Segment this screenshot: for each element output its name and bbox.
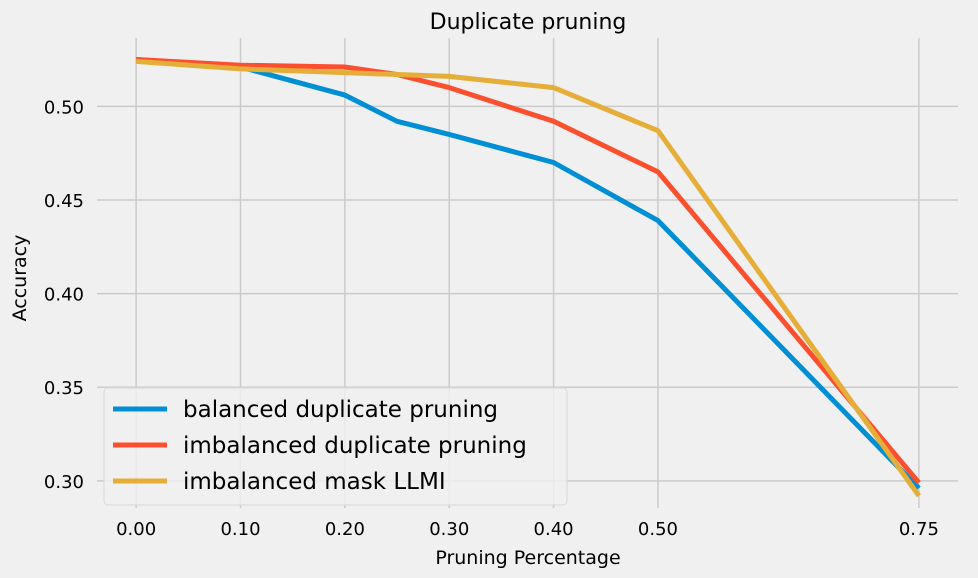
x-tick-label: 0.40 [534,519,574,540]
series-line [135,58,921,498]
x-tick-label: 0.75 [899,519,939,540]
x-tick-label: 0.50 [638,519,678,540]
y-tick-label: 0.30 [44,472,84,493]
legend-label: imbalanced duplicate pruning [183,433,527,459]
y-tick-label: 0.45 [44,191,84,212]
chart-title: Duplicate pruning [430,10,627,35]
y-tick-labels: 0.30 0.35 0.40 0.45 0.50 [44,97,84,493]
x-tick-label: 0.10 [220,519,260,540]
legend-label: balanced duplicate pruning [183,397,498,423]
y-tick-label: 0.40 [44,285,84,306]
x-tick-label: 0.20 [325,519,365,540]
legend-box [103,387,568,506]
x-tick-labels: 0.00 0.10 0.20 0.30 0.40 0.50 0.75 [116,519,939,540]
series-line [135,57,921,485]
series-lines [135,57,921,498]
y-tick-label: 0.50 [44,97,84,118]
y-tick-label: 0.35 [44,378,84,399]
legend: balanced duplicate pruning imbalanced dup… [103,387,568,506]
x-tick-label: 0.00 [116,519,156,540]
legend-label: imbalanced mask LLMI [183,469,446,495]
x-tick-label: 0.30 [429,519,469,540]
x-axis-title: Pruning Percentage [435,547,620,569]
y-axis-title: Accuracy [9,235,31,322]
